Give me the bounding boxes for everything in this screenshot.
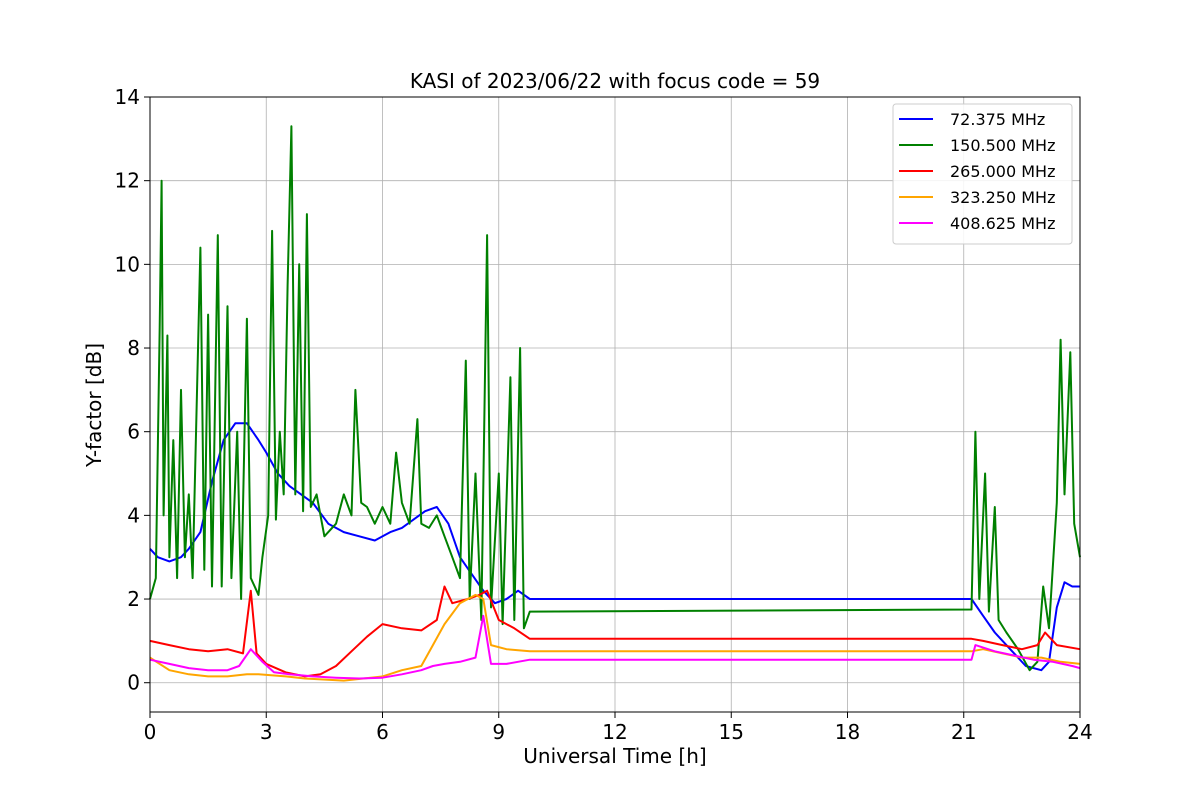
series-line-2 <box>149 125 1081 672</box>
legend-entry-label: 323.250 MHz <box>950 188 1055 207</box>
x-tick-label: 9 <box>492 720 505 744</box>
legend-entry-label: 265.000 MHz <box>950 162 1055 181</box>
x-tick-label: 21 <box>951 720 976 744</box>
legend-entry-label: 150.500 MHz <box>950 136 1055 155</box>
legend-box <box>892 103 1073 245</box>
y-tick-label: 12 <box>115 169 140 193</box>
y-axis-label: Y-factor [dB] <box>82 343 106 468</box>
y-tick-label: 8 <box>127 336 140 360</box>
series-line-5 <box>149 614 1081 680</box>
x-tick-label: 0 <box>144 720 157 744</box>
y-tick-label: 0 <box>127 671 140 695</box>
x-tick-label: 18 <box>835 720 860 744</box>
legend-entry-label: 408.625 MHz <box>950 214 1055 233</box>
series-line-3 <box>149 585 1081 678</box>
legend-entry-label: 72.375 MHz <box>950 110 1045 129</box>
x-axis-ticks: 0 3 6 9 12 15 18 21 24 <box>144 712 1093 744</box>
x-tick-label: 12 <box>602 720 627 744</box>
x-axis-label: Universal Time [h] <box>523 744 706 768</box>
chart-title: KASI of 2023/06/22 with focus code = 59 <box>410 69 820 93</box>
y-tick-label: 2 <box>127 587 140 611</box>
y-tick-label: 10 <box>115 252 140 276</box>
x-tick-label: 15 <box>719 720 744 744</box>
y-axis-ticks: 0 2 4 6 8 10 12 14 <box>115 85 150 695</box>
legend: 72.375 MHz 150.500 MHz 265.000 MHz 323.250 … <box>892 103 1073 245</box>
x-tick-label: 3 <box>260 720 273 744</box>
y-tick-label: 14 <box>115 85 140 109</box>
x-tick-label: 24 <box>1067 720 1092 744</box>
y-tick-label: 4 <box>127 503 140 527</box>
y-tick-label: 6 <box>127 420 140 444</box>
series-layer <box>149 125 1081 682</box>
x-tick-label: 6 <box>376 720 389 744</box>
